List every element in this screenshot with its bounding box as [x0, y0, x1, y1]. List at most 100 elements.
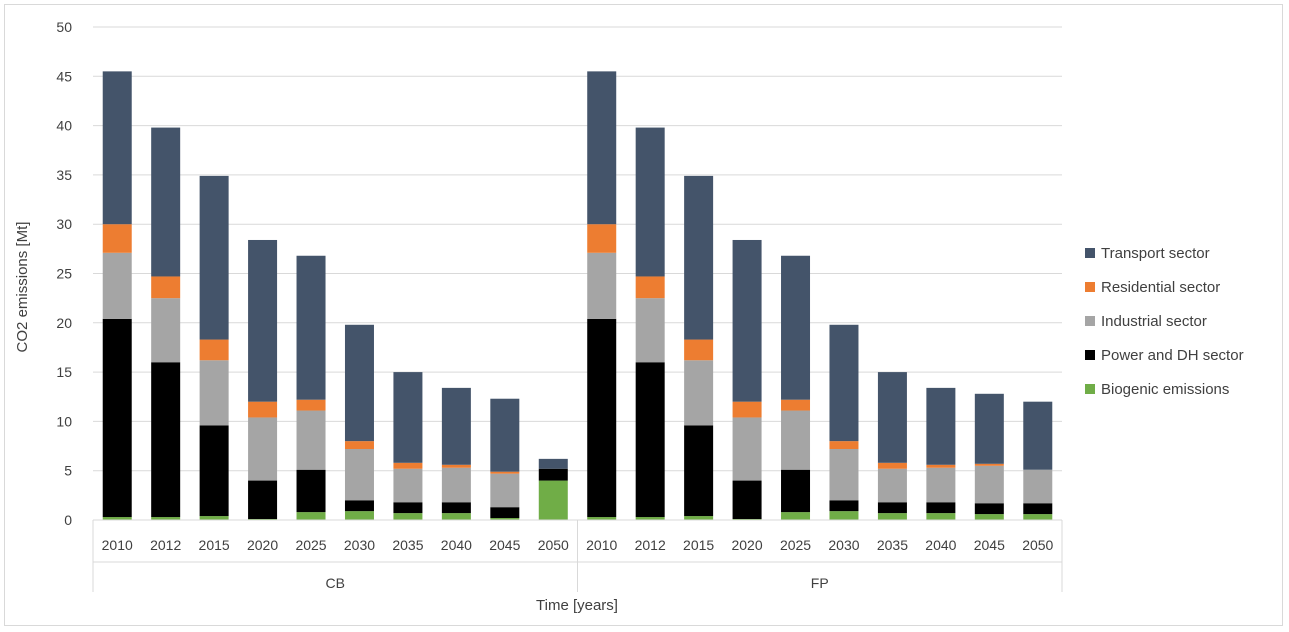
bar-segment-biogenic-emissions: [926, 513, 956, 520]
legend-swatch: [1085, 384, 1095, 394]
bar-segment-biogenic-emissions: [635, 517, 665, 520]
bar-segment-biogenic-emissions: [877, 513, 907, 520]
x-tick-label: 2050: [538, 537, 569, 553]
bar-segment-industrial-sector: [296, 410, 326, 470]
chart-frame: 0 5 10 15 20 25 30 35 40 45 50 2010 2012 2015 2020 202…: [4, 4, 1283, 626]
legend: Transport sector Residential sector Indust…: [1085, 245, 1244, 398]
bar-segment-transport-sector: [635, 127, 665, 277]
bar-segment-residential-sector: [441, 464, 471, 468]
bar-segment-power-and-dh-sector: [248, 480, 278, 520]
bar-segment-residential-sector: [248, 401, 278, 418]
bar-segment-biogenic-emissions: [344, 511, 374, 520]
bar-segment-industrial-sector: [344, 449, 374, 501]
bar-segment-transport-sector: [926, 387, 956, 465]
legend-label: Biogenic emissions: [1101, 381, 1229, 398]
y-tick-label: 30: [56, 216, 72, 232]
bar-segment-power-and-dh-sector: [296, 469, 326, 513]
bar-segment-residential-sector: [829, 441, 859, 450]
y-axis-title: CO2 emissions [Mt]: [14, 222, 31, 353]
bar-segment-industrial-sector: [151, 298, 181, 363]
bar-segment-power-and-dh-sector: [199, 425, 229, 517]
bar-segment-power-and-dh-sector: [393, 502, 423, 514]
bar-segment-residential-sector: [199, 339, 229, 361]
bar-segment-residential-sector: [974, 463, 1004, 466]
x-axis-title: Time [years]: [536, 597, 618, 614]
bar-segment-industrial-sector: [926, 467, 956, 503]
bar-segment-industrial-sector: [877, 468, 907, 503]
bar-segment-industrial-sector: [199, 360, 229, 426]
x-tick-label: 2045: [974, 537, 1005, 553]
x-tick-label: 2010: [586, 537, 617, 553]
bar-segment-biogenic-emissions: [1023, 514, 1053, 520]
bar-segment-transport-sector: [829, 324, 859, 442]
bar-segment-residential-sector: [877, 462, 907, 469]
bar-segment-biogenic-emissions: [829, 511, 859, 520]
bar-segment-power-and-dh-sector: [151, 362, 181, 518]
y-tick-label: 50: [56, 19, 72, 35]
bar-segment-power-and-dh-sector: [926, 502, 956, 514]
bar-segment-biogenic-emissions: [538, 480, 568, 520]
y-tick-label: 45: [56, 68, 72, 84]
bar-segment-transport-sector: [587, 71, 617, 225]
legend-label: Power and DH sector: [1101, 347, 1244, 364]
bar-segment-industrial-sector: [587, 252, 617, 319]
bar-segment-biogenic-emissions: [684, 516, 714, 520]
bar-segment-residential-sector: [393, 462, 423, 469]
bar-segment-transport-sector: [102, 71, 132, 225]
bar-segment-power-and-dh-sector: [538, 468, 568, 481]
legend-swatch: [1085, 316, 1095, 326]
bar-segment-power-and-dh-sector: [732, 480, 762, 520]
y-tick-label: 40: [56, 118, 72, 134]
bar-segment-industrial-sector: [635, 298, 665, 363]
x-tick-label: 2045: [489, 537, 520, 553]
bar-segment-industrial-sector: [974, 465, 1004, 504]
bar-segment-residential-sector: [587, 224, 617, 253]
y-tick-labels: 0 5 10 15 20 25 30 35 40 45 50: [56, 19, 72, 528]
bar-segment-biogenic-emissions: [441, 513, 471, 520]
legend-label: Residential sector: [1101, 279, 1220, 296]
x-tick-label: 2050: [1022, 537, 1053, 553]
bar-segment-transport-sector: [441, 387, 471, 465]
bar-segment-biogenic-emissions: [974, 514, 1004, 520]
x-tick-label: 2015: [683, 537, 714, 553]
bar-segment-industrial-sector: [684, 360, 714, 426]
legend-swatch: [1085, 248, 1095, 258]
bar-segment-industrial-sector: [1023, 469, 1053, 504]
bar-segment-residential-sector: [926, 464, 956, 468]
bar-segment-transport-sector: [1023, 401, 1053, 470]
y-tick-label: 20: [56, 315, 72, 331]
bar-segment-power-and-dh-sector: [877, 502, 907, 514]
bar-segment-industrial-sector: [829, 449, 859, 501]
bar-segment-power-and-dh-sector: [829, 500, 859, 512]
bar-segment-power-and-dh-sector: [344, 500, 374, 512]
x-tick-label: 2040: [925, 537, 956, 553]
bar-segment-residential-sector: [635, 276, 665, 299]
bar-segment-industrial-sector: [781, 410, 811, 470]
bar-segment-power-and-dh-sector: [684, 425, 714, 517]
x-tick-label: 2040: [441, 537, 472, 553]
x-tick-label: 2020: [247, 537, 278, 553]
x-tick-label: 2010: [102, 537, 133, 553]
bar-segment-power-and-dh-sector: [635, 362, 665, 518]
bar-segment-transport-sector: [781, 255, 811, 400]
bar-segment-transport-sector: [877, 372, 907, 463]
bar-segment-transport-sector: [248, 239, 278, 402]
x-tick-label: 2035: [877, 537, 908, 553]
bar-segment-transport-sector: [393, 372, 423, 463]
bar-segment-power-and-dh-sector: [1023, 503, 1053, 515]
x-tick-label: 2012: [635, 537, 666, 553]
bar-segment-transport-sector: [538, 458, 568, 469]
legend-label: Industrial sector: [1101, 313, 1207, 330]
y-tick-label: 25: [56, 266, 72, 282]
x-tick-label: 2030: [828, 537, 859, 553]
bar-segment-transport-sector: [151, 127, 181, 277]
bars: [102, 71, 1053, 520]
bar-segment-biogenic-emissions: [151, 517, 181, 520]
bar-segment-industrial-sector: [393, 468, 423, 503]
x-axis: 2010 2012 2015 2020 2025 2030 2035 2040 2045 2050…: [92, 519, 1063, 592]
bar-segment-power-and-dh-sector: [102, 318, 132, 518]
bar-segment-transport-sector: [732, 239, 762, 402]
y-tick-label: 15: [56, 364, 72, 380]
bar-segment-residential-sector: [296, 399, 326, 411]
